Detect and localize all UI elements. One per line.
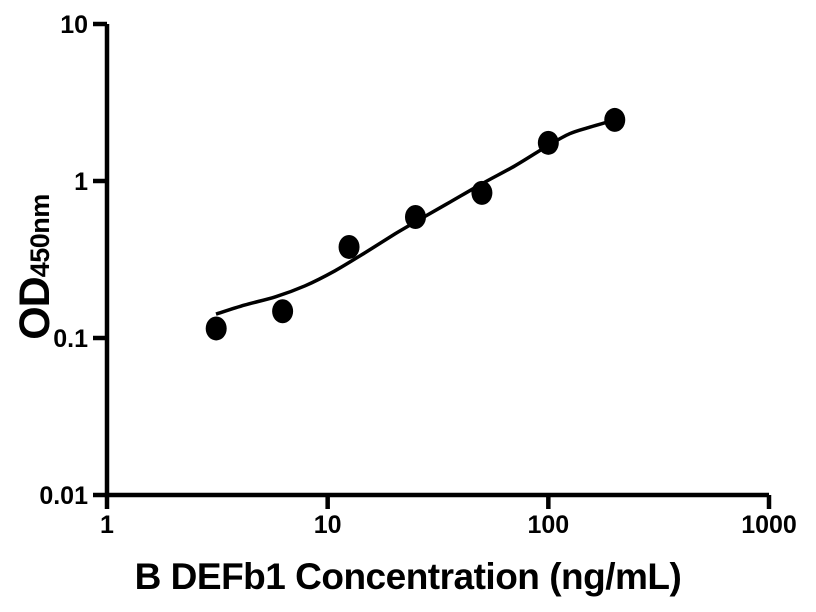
- data-point-marker: [205, 316, 227, 341]
- y-axis-title-sub: 450nm: [25, 194, 55, 278]
- y-axis-title-main: OD: [11, 277, 59, 340]
- x-tick-label: 100: [527, 511, 569, 539]
- y-tick-label: 0.1: [53, 325, 88, 353]
- x-tick-label: 1000: [741, 511, 797, 539]
- y-axis-title: OD 450nm: [11, 117, 63, 417]
- data-point-marker: [338, 234, 360, 259]
- x-axis-title: B DEFb1 Concentration (ng/mL): [134, 556, 682, 597]
- y-tick-label: 0.01: [39, 482, 88, 510]
- x-tick-label: 1: [100, 511, 114, 539]
- y-tick-label: 10: [60, 11, 88, 39]
- axis-frame: [104, 24, 769, 498]
- y-tick-label: 1: [74, 168, 88, 196]
- data-point-marker: [471, 180, 493, 205]
- x-tick-label: 10: [314, 511, 342, 539]
- data-point-marker: [404, 204, 426, 229]
- data-point-marker: [604, 107, 626, 132]
- data-point-marker: [272, 299, 294, 324]
- data-point-marker: [537, 130, 559, 155]
